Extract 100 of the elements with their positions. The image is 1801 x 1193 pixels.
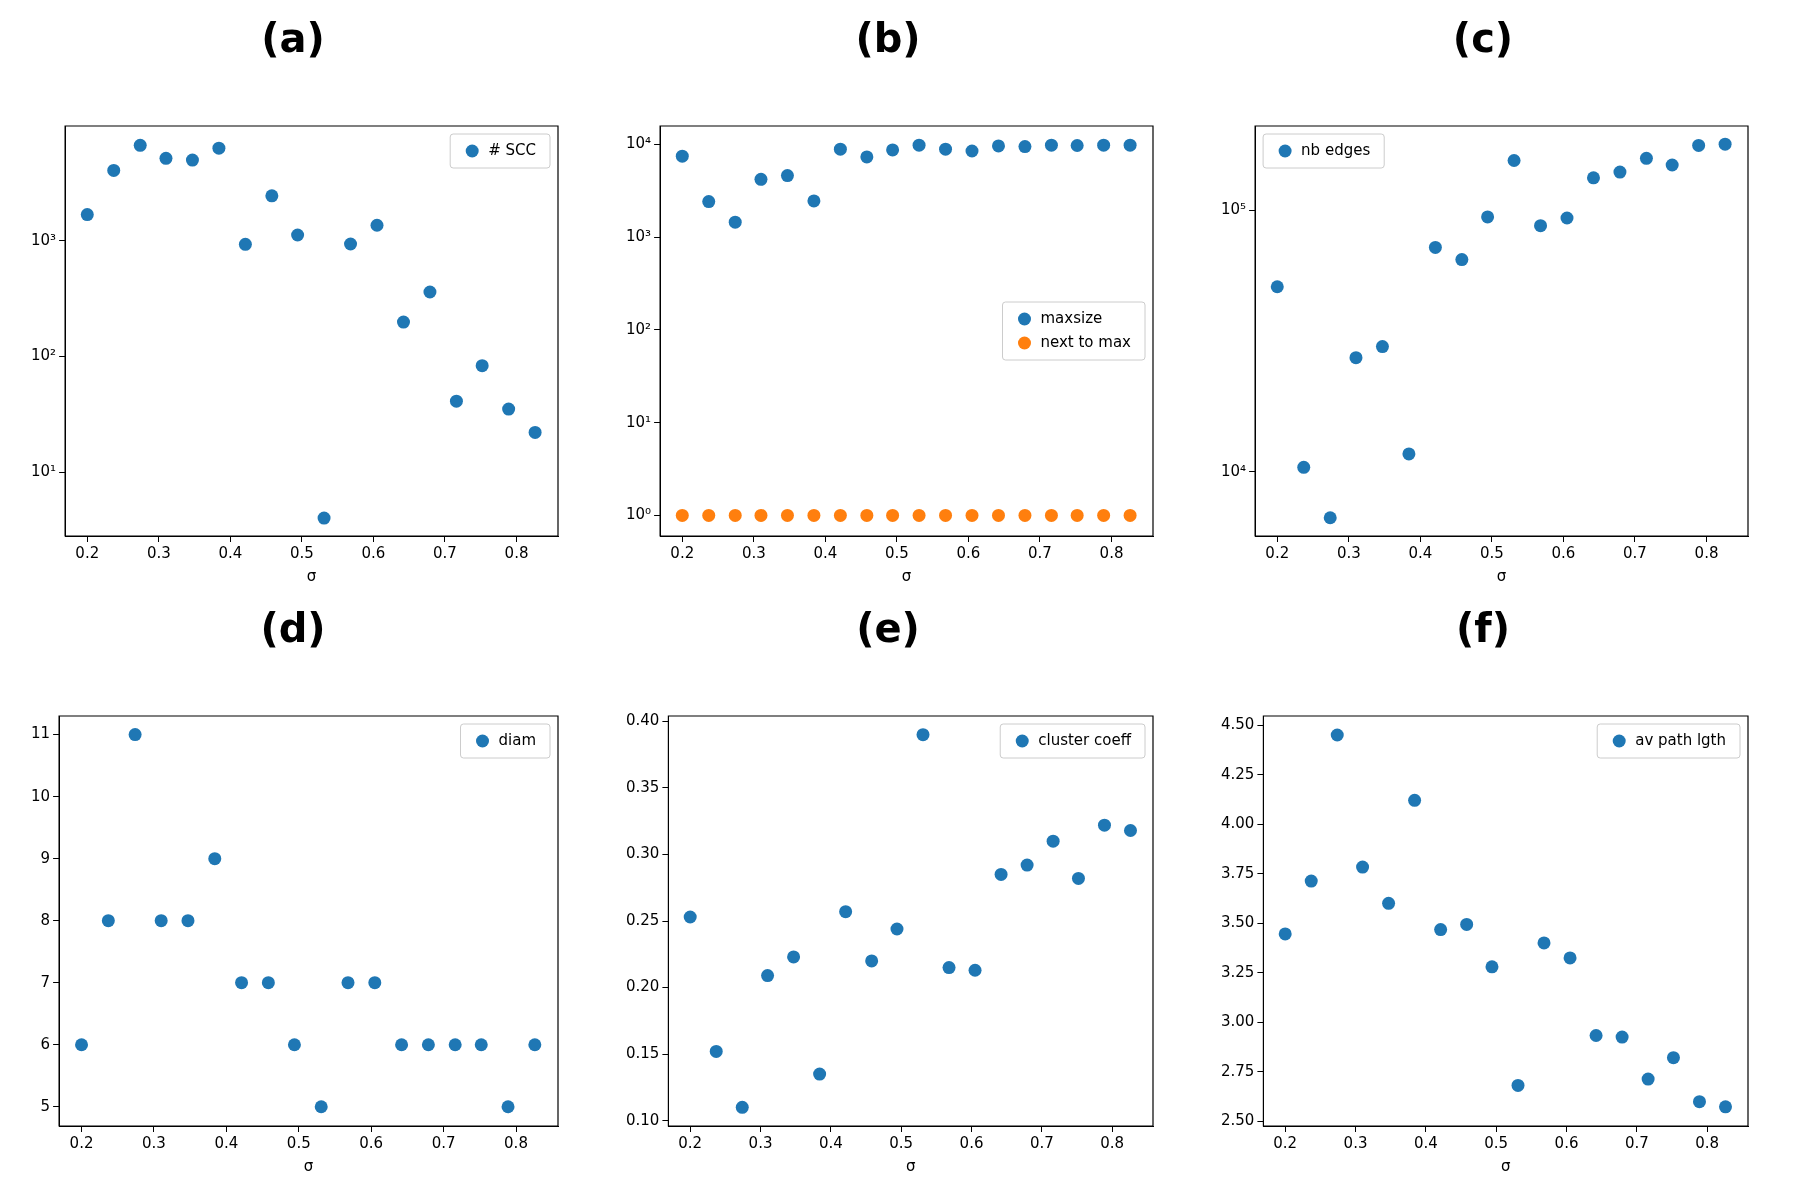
x-tick-label: 0.8 [504, 543, 529, 562]
x-axis-title: σ [901, 566, 912, 585]
point [939, 508, 953, 522]
x-tick-label: 0.6 [956, 543, 981, 562]
x-tick-label: 0.5 [286, 1133, 311, 1152]
x-tick-label: 0.2 [670, 543, 695, 562]
x-tick-label: 0.2 [1265, 543, 1290, 562]
point [1589, 1029, 1603, 1043]
point [1428, 240, 1442, 254]
point [154, 914, 168, 928]
x-tick-label: 0.2 [69, 1133, 94, 1152]
legend-label: cluster coeff [1038, 730, 1132, 749]
point [1434, 923, 1448, 937]
point [939, 142, 953, 156]
y-tick-label: 0.10 [625, 1110, 660, 1129]
x-axis-title: σ [303, 1156, 314, 1175]
y-tick-label: 0.20 [625, 977, 660, 996]
y-tick-label: 0.40 [625, 711, 660, 730]
point [886, 508, 900, 522]
x-tick-label: 0.5 [884, 543, 909, 562]
point [1044, 508, 1058, 522]
y-tick-label: 10⁴ [1220, 461, 1247, 480]
point [1018, 140, 1032, 154]
point [675, 149, 689, 163]
point [396, 315, 410, 329]
y-tick-label: 7 [40, 972, 51, 991]
point [886, 143, 900, 157]
legend-label: nb edges [1301, 140, 1371, 159]
y-tick-label: 4.50 [1220, 715, 1255, 734]
x-tick-label: 0.7 [1623, 543, 1647, 562]
point [735, 1100, 749, 1114]
x-tick-label: 0.6 [1554, 1133, 1579, 1152]
y-tick-label: 10 [30, 786, 51, 805]
x-tick-label: 0.3 [146, 543, 171, 562]
point [185, 153, 199, 167]
point [780, 508, 794, 522]
x-tick-label: 0.4 [1408, 543, 1433, 562]
point [860, 150, 874, 164]
point [1349, 351, 1363, 365]
point [728, 215, 742, 229]
point [1123, 138, 1137, 152]
point [1402, 447, 1416, 461]
point [314, 1100, 328, 1114]
point [1692, 138, 1706, 152]
point [1639, 151, 1653, 165]
x-axis-title: σ [1496, 566, 1507, 585]
x-tick-label: 0.5 [889, 1133, 914, 1152]
x-tick-label: 0.5 [289, 543, 314, 562]
point [133, 138, 147, 152]
point [502, 402, 516, 416]
chart-title: (e) [856, 605, 920, 652]
x-axis-title: σ [1500, 1156, 1511, 1175]
point [501, 1100, 515, 1114]
point [1330, 728, 1344, 742]
chart-title: (a) [261, 15, 325, 62]
legend-label: maxsize [1040, 308, 1103, 327]
point [1460, 917, 1474, 931]
point [991, 139, 1005, 153]
y-tick-label: 8 [40, 910, 51, 929]
point [101, 914, 115, 928]
x-tick-label: 0.4 [214, 1133, 239, 1152]
y-tick-label: 10¹ [30, 461, 57, 480]
point [833, 142, 847, 156]
point [1507, 153, 1521, 167]
point [238, 237, 252, 251]
x-tick-label: 0.2 [75, 543, 100, 562]
x-tick-label: 0.5 [1479, 543, 1504, 562]
x-tick-label: 0.3 [1343, 1133, 1368, 1152]
point [1537, 936, 1551, 950]
point [780, 169, 794, 183]
x-tick-label: 0.6 [1551, 543, 1576, 562]
x-tick-label: 0.7 [1028, 543, 1052, 562]
x-tick-label: 0.7 [433, 543, 457, 562]
x-tick-label: 0.8 [1695, 1133, 1720, 1152]
y-tick-label: 0.35 [625, 777, 660, 796]
point [968, 963, 982, 977]
x-tick-label: 0.8 [1100, 1133, 1125, 1152]
point [1613, 165, 1627, 179]
point [994, 867, 1008, 881]
point [265, 189, 279, 203]
x-tick-label: 0.3 [741, 543, 766, 562]
point [1408, 793, 1422, 807]
y-tick-label: 0.30 [625, 844, 660, 863]
point [368, 976, 382, 990]
chart-title: (b) [855, 15, 921, 62]
point [1560, 211, 1574, 225]
y-tick-label: 4.25 [1220, 764, 1255, 783]
point [528, 425, 542, 439]
point [1534, 219, 1548, 233]
y-tick-label: 10² [30, 346, 57, 365]
point [702, 195, 716, 209]
point [1666, 1051, 1680, 1065]
y-tick-label: 5 [40, 1096, 51, 1115]
point [813, 1067, 827, 1081]
point [1382, 896, 1396, 910]
point [865, 954, 879, 968]
point [1563, 951, 1577, 965]
point [107, 163, 121, 177]
point [370, 218, 384, 232]
point [474, 1038, 488, 1052]
